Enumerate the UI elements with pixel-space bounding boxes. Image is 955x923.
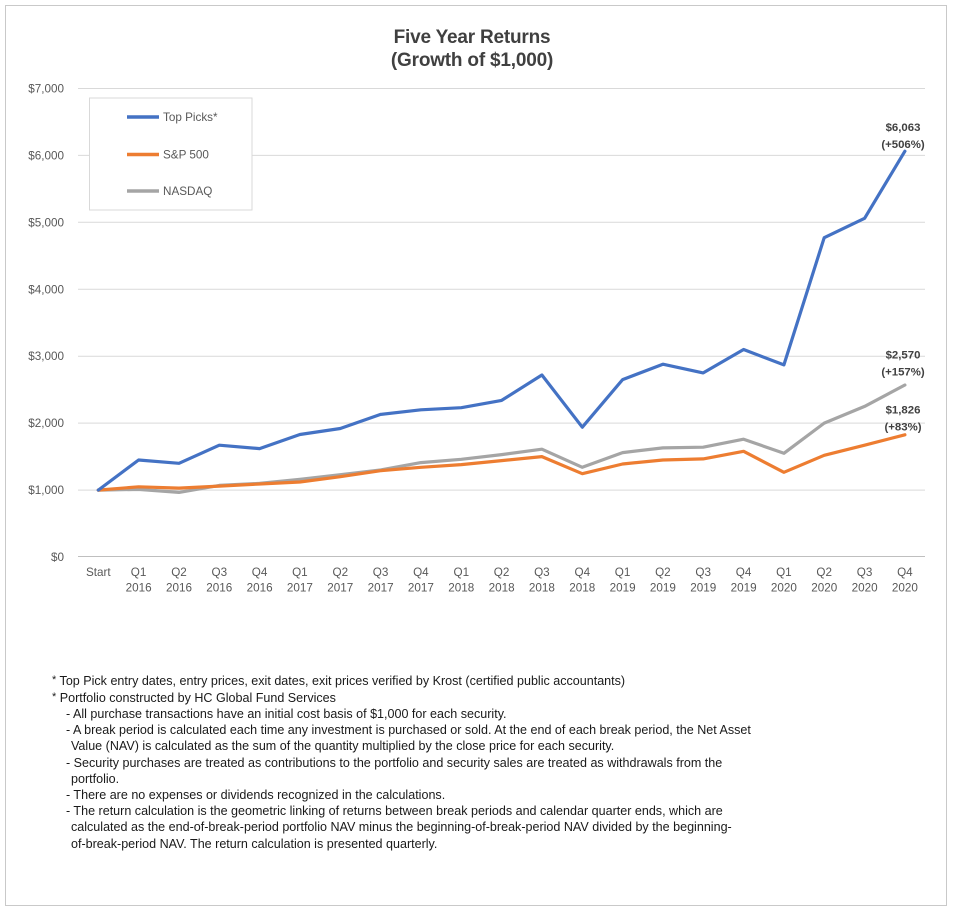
- svg-text:2017: 2017: [408, 581, 434, 594]
- svg-text:Start: Start: [86, 566, 111, 579]
- svg-text:Q4: Q4: [252, 566, 268, 579]
- svg-text:Q1: Q1: [131, 566, 147, 579]
- svg-text:Q3: Q3: [857, 566, 873, 579]
- svg-text:2017: 2017: [287, 581, 313, 594]
- svg-text:2018: 2018: [489, 581, 515, 594]
- svg-text:Q1: Q1: [615, 566, 631, 579]
- svg-text:$2,570: $2,570: [886, 350, 921, 362]
- svg-text:2016: 2016: [126, 581, 152, 594]
- svg-text:2016: 2016: [166, 581, 192, 594]
- svg-text:2018: 2018: [569, 581, 595, 594]
- svg-text:Q1: Q1: [776, 566, 792, 579]
- svg-text:2020: 2020: [852, 581, 879, 594]
- svg-text:(+157%): (+157%): [881, 367, 925, 379]
- svg-text:2020: 2020: [811, 581, 838, 594]
- svg-text:2018: 2018: [529, 581, 555, 594]
- svg-text:$1,826: $1,826: [886, 405, 921, 417]
- svg-text:NASDAQ: NASDAQ: [163, 185, 212, 198]
- svg-text:(+506%): (+506%): [881, 139, 925, 151]
- svg-text:Q2: Q2: [333, 566, 349, 579]
- svg-text:Q4: Q4: [413, 566, 429, 579]
- svg-text:2016: 2016: [206, 581, 232, 594]
- svg-text:Q2: Q2: [494, 566, 510, 579]
- svg-text:Q2: Q2: [655, 566, 671, 579]
- svg-text:$1,000: $1,000: [28, 484, 64, 497]
- svg-text:Q2: Q2: [171, 566, 187, 579]
- svg-text:2017: 2017: [327, 581, 353, 594]
- svg-text:(+83%): (+83%): [884, 421, 921, 433]
- svg-text:2018: 2018: [448, 581, 474, 594]
- svg-text:2019: 2019: [610, 581, 636, 594]
- svg-text:$6,063: $6,063: [886, 122, 921, 134]
- svg-text:Q3: Q3: [212, 566, 228, 579]
- svg-text:2019: 2019: [690, 581, 716, 594]
- svg-text:2016: 2016: [247, 581, 273, 594]
- svg-text:$6,000: $6,000: [28, 149, 64, 162]
- svg-text:Q4: Q4: [575, 566, 591, 579]
- svg-text:Q1: Q1: [454, 566, 470, 579]
- svg-text:2019: 2019: [731, 581, 757, 594]
- svg-text:Q4: Q4: [897, 566, 913, 579]
- svg-text:$5,000: $5,000: [28, 216, 64, 229]
- svg-text:Q4: Q4: [736, 566, 752, 579]
- svg-text:$0: $0: [51, 551, 65, 564]
- svg-text:2020: 2020: [892, 581, 919, 594]
- svg-text:$7,000: $7,000: [28, 83, 64, 96]
- svg-text:Top Picks*: Top Picks*: [163, 111, 218, 124]
- svg-text:S&P 500: S&P 500: [163, 149, 209, 162]
- svg-text:Q3: Q3: [534, 566, 550, 579]
- svg-text:2020: 2020: [771, 581, 798, 594]
- svg-text:Q1: Q1: [292, 566, 308, 579]
- svg-text:2019: 2019: [650, 581, 676, 594]
- svg-text:$4,000: $4,000: [28, 283, 64, 296]
- svg-text:Q3: Q3: [373, 566, 389, 579]
- svg-text:Q2: Q2: [816, 566, 832, 579]
- svg-text:2017: 2017: [368, 581, 394, 594]
- svg-text:$2,000: $2,000: [28, 417, 64, 430]
- svg-text:$3,000: $3,000: [28, 350, 64, 363]
- svg-text:Q3: Q3: [695, 566, 711, 579]
